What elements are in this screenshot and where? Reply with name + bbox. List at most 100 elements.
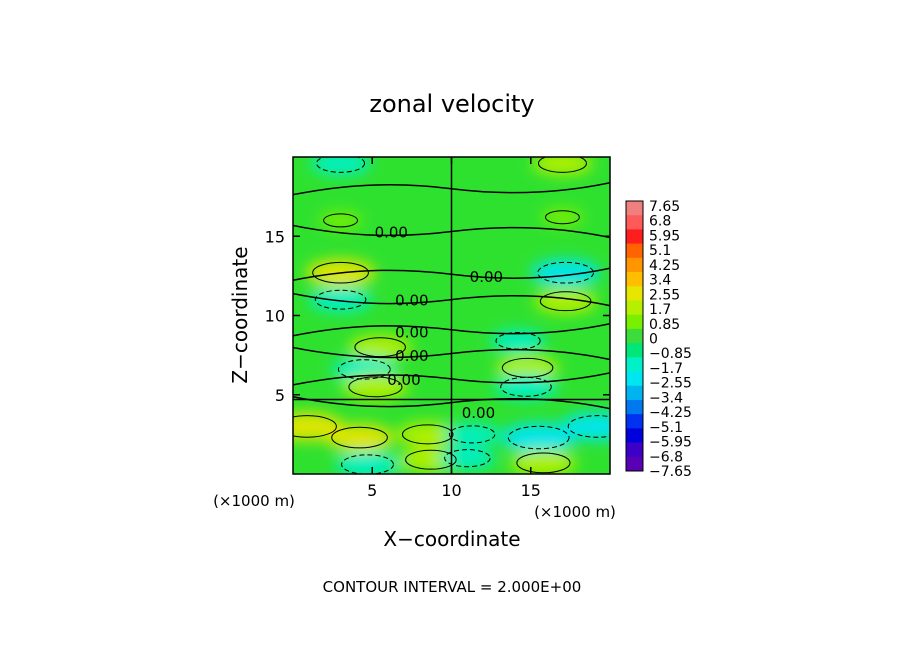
x-axis-label: X−coordinate (383, 527, 520, 551)
contour-line (537, 157, 587, 173)
colorbar-label: −5.1 (649, 420, 683, 436)
colorbar-swatch (626, 286, 643, 301)
x-unit-right: (×1000 m) (534, 503, 616, 521)
colorbar-label: −6.8 (649, 449, 683, 465)
colorbar-swatch (626, 243, 643, 259)
contour-line (341, 454, 394, 474)
y-tick-label: 10 (265, 307, 285, 326)
field-anomaly (319, 211, 362, 230)
colorbar: 7.656.85.955.14.253.42.551.70.850−0.85−1… (625, 199, 692, 480)
y-tick-label: 15 (265, 227, 285, 246)
field-anomaly (443, 422, 501, 446)
contour-label: 0.00 (395, 347, 428, 365)
y-axis-label: Z−coordinate (228, 246, 252, 383)
colorbar-swatch (626, 343, 643, 358)
colorbar-swatch (626, 215, 643, 230)
x-tick-label: 5 (367, 481, 377, 500)
colorbar-swatch (626, 428, 643, 444)
colorbar-swatch (626, 328, 643, 344)
contour-labels: 0.00 0.00 0.00 0.00 0.00 0.00 0.00 (375, 223, 504, 422)
contour-label: 0.00 (462, 404, 495, 422)
colorbar-label: 3.4 (649, 273, 671, 289)
contour-label: 0.00 (375, 223, 408, 241)
chart-title: zonal velocity (369, 90, 534, 118)
contour-interval-note: CONTOUR INTERVAL = 2.000E+00 (323, 578, 582, 596)
field-anomaly (494, 374, 558, 400)
contour-line (544, 210, 580, 225)
colorbar-label: 4.25 (649, 258, 680, 274)
colorbar-swatch (626, 385, 643, 401)
field-anomaly (308, 287, 373, 313)
colorbar-label: −2.55 (649, 376, 692, 392)
contour-line (348, 376, 403, 398)
contour-line (316, 157, 366, 173)
colorbar-swatch (626, 357, 643, 373)
field-anomaly (396, 421, 460, 447)
colorbar-frame (625, 200, 644, 472)
colorbar-swatch (626, 201, 643, 216)
colorbar-label: −5.95 (649, 435, 692, 451)
colorbar-label: −0.85 (649, 346, 692, 362)
contour-label: 0.00 (387, 371, 420, 389)
y-tick-label: 5 (275, 386, 285, 405)
colorbar-label: −7.65 (649, 464, 692, 480)
colorbar-label: 0.85 (649, 317, 680, 333)
colorbar-swatch (626, 414, 643, 429)
colorbar-swatch (626, 300, 643, 316)
x-tick-label: 10 (441, 481, 461, 500)
colorbar-swatch (626, 314, 643, 330)
contour-line (314, 289, 367, 310)
x-unit-left: (×1000 m) (213, 492, 295, 510)
contour-line (312, 261, 369, 284)
field-anomaly (348, 334, 412, 360)
contour-line (337, 359, 391, 380)
colorbar-swatch (626, 456, 643, 472)
contour-line (539, 291, 592, 312)
field-anomaly (534, 288, 598, 314)
contour-line (448, 425, 496, 444)
contour-line (323, 213, 359, 228)
contour-line (444, 449, 491, 468)
field-anomaly (530, 258, 601, 287)
contour-label: 0.00 (395, 323, 428, 341)
contour-line (401, 424, 454, 445)
colorbar-swatch (626, 229, 643, 245)
field-anomaly (342, 373, 409, 401)
field-anomaly (438, 446, 496, 470)
y-axis-ticks: 5 10 15 (265, 227, 610, 405)
plot-area: 0.00 0.00 0.00 0.00 0.00 0.00 0.00 5 10 15 5 10 15 (265, 156, 611, 500)
colorbar-label: 0 (649, 332, 658, 348)
contour-line (501, 357, 554, 378)
contour-line (293, 415, 337, 438)
colorbar-swatch (626, 399, 643, 415)
field-anomaly (490, 329, 546, 352)
colorbar-label: 1.7 (649, 302, 671, 318)
colorbar-label: 5.1 (649, 243, 671, 259)
contour-line (567, 415, 610, 438)
field-anomaly (510, 449, 577, 474)
colorbar-swatch (626, 371, 643, 387)
contour-line (537, 261, 594, 284)
x-axis-ticks: 5 10 15 (367, 157, 541, 500)
contour-lines (293, 157, 610, 474)
colorbar-label: 2.55 (649, 287, 680, 303)
colorbar-swatch (626, 257, 643, 273)
colorbar-label: 6.8 (649, 214, 671, 230)
contour-label: 0.00 (470, 268, 503, 286)
contour-line (516, 452, 571, 474)
colorbar-swatch (626, 272, 643, 287)
contour-line (507, 425, 570, 450)
x-tick-label: 15 (521, 481, 541, 500)
field-anomaly (324, 423, 395, 452)
field-anomaly (495, 355, 560, 381)
colorbar-swatch (626, 442, 643, 458)
contour-label: 0.00 (395, 292, 428, 310)
colorbar-label: −4.25 (649, 405, 692, 421)
colorbar-label: 7.65 (649, 199, 680, 215)
field-anomaly (560, 412, 610, 441)
field-anomaly (310, 157, 371, 176)
contour-line (331, 426, 388, 449)
colorbar-label: −3.4 (649, 390, 683, 406)
velocity-field (293, 157, 610, 474)
